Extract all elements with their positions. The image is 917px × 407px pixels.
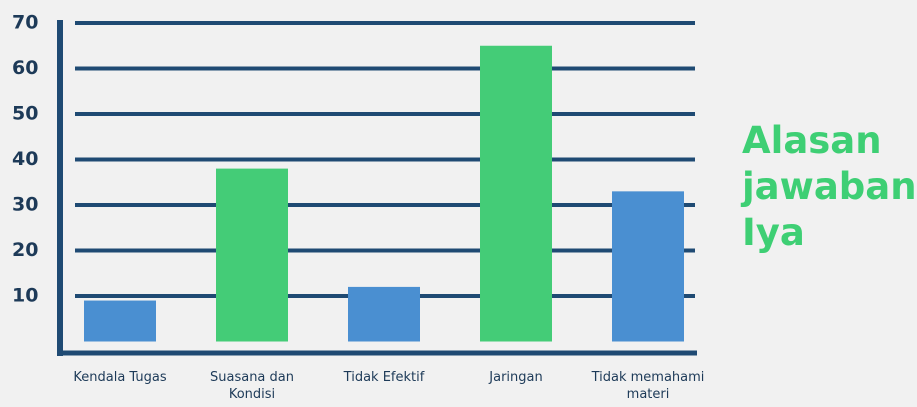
x-tick-label: Suasana dan Kondisi	[210, 370, 294, 402]
y-tick-label: 50	[12, 103, 38, 125]
y-tick-label: 20	[12, 239, 38, 261]
y-tick-label: 60	[12, 57, 38, 79]
bar	[612, 191, 684, 342]
x-tick-label: Jaringan	[489, 370, 543, 385]
bar	[348, 286, 420, 342]
bar	[84, 300, 156, 342]
x-tick-label: Tidak memahami materi	[591, 370, 705, 402]
y-tick-label: 30	[12, 194, 38, 216]
bar	[216, 168, 288, 342]
x-tick-label: Kendala Tugas	[73, 370, 167, 385]
y-tick-label: 40	[12, 148, 38, 170]
y-tick-label: 10	[12, 285, 38, 307]
x-tick-label: Tidak Efektif	[343, 370, 425, 385]
y-tick-label: 70	[12, 12, 38, 34]
bar	[480, 45, 552, 342]
chart-title: Alasan jawaban Iya	[742, 119, 917, 254]
